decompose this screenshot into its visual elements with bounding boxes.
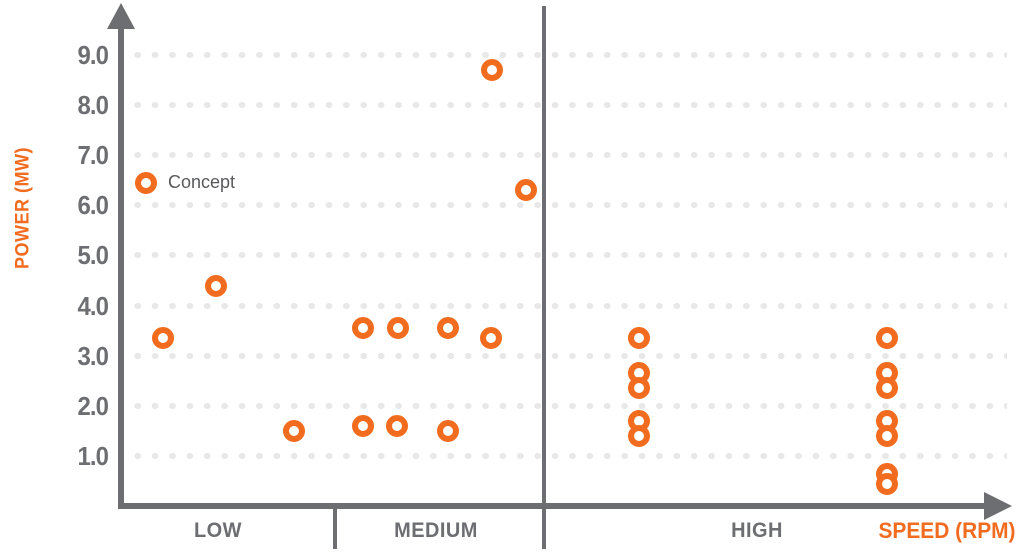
y-tick-label: 3.0 [77, 340, 108, 371]
y-gridline [129, 251, 1007, 260]
y-tick-label: 4.0 [77, 290, 108, 321]
x-axis-line [118, 503, 986, 509]
category-tick-low-medium [333, 506, 337, 549]
data-point [876, 327, 898, 350]
data-point [628, 327, 650, 350]
data-point [515, 179, 537, 202]
data-point [283, 419, 305, 442]
y-gridline [129, 151, 1007, 160]
y-gridline [129, 351, 1007, 360]
category-divider-medium-high [542, 6, 546, 549]
legend-label: Concept [168, 172, 236, 193]
y-gridline [129, 101, 1007, 109]
data-point [352, 414, 374, 437]
data-point [628, 377, 650, 400]
data-point [387, 317, 409, 340]
category-label-medium: MEDIUM [394, 519, 478, 542]
y-tick-label: 6.0 [77, 190, 108, 221]
data-point [481, 58, 503, 81]
y-gridline [129, 301, 1007, 310]
data-point [480, 327, 502, 350]
y-gridline [129, 401, 1007, 410]
category-label-low: LOW [194, 519, 242, 542]
data-point [628, 424, 650, 447]
y-tick-label: 7.0 [77, 140, 108, 171]
data-point [152, 327, 174, 350]
data-point [352, 317, 374, 340]
y-tick-label: 1.0 [77, 441, 108, 472]
legend-ring-icon [135, 172, 157, 194]
data-point [876, 377, 898, 400]
data-point [876, 424, 898, 447]
y-gridline [129, 50, 1007, 59]
y-tick-label: 8.0 [77, 90, 108, 120]
y-axis-line [118, 26, 124, 509]
x-axis-title: SPEED (RPM) [878, 518, 1016, 543]
y-axis-title: POWER (MW) [12, 146, 34, 270]
y-axis-arrow-icon [107, 3, 135, 29]
y-tick-label: 9.0 [77, 39, 108, 70]
data-point [437, 419, 459, 442]
y-gridline [129, 201, 1007, 210]
y-tick-label: 2.0 [77, 390, 108, 421]
x-axis-arrow-icon [984, 492, 1012, 520]
data-point [386, 414, 408, 437]
data-point [437, 317, 459, 340]
y-tick-label: 5.0 [77, 240, 108, 271]
category-label-high: HIGH [731, 519, 783, 542]
data-point [205, 274, 227, 297]
data-point [876, 472, 898, 495]
y-gridline [129, 452, 1007, 461]
